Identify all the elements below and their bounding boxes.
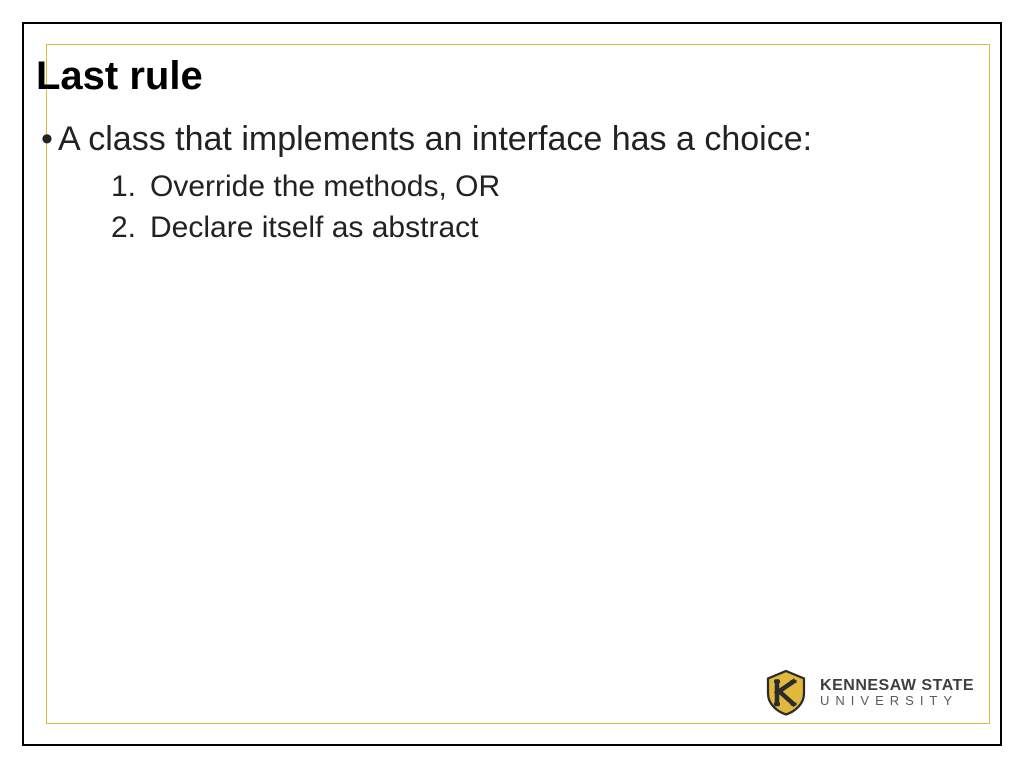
logo-primary-text: KENNESAW STATE — [820, 678, 974, 694]
slide: Last rule •A class that implements an in… — [0, 0, 1024, 768]
bullet-item: •A class that implements an interface ha… — [36, 118, 966, 161]
ksu-badge-icon — [762, 668, 810, 716]
numbered-item: 1. Override the methods, OR — [98, 167, 966, 206]
logo-text: KENNESAW STATE UNIVERSITY — [820, 678, 974, 707]
bullet-text: A class that implements an interface has… — [58, 118, 966, 161]
slide-content: •A class that implements an interface ha… — [36, 118, 966, 249]
slide-title: Last rule — [36, 54, 203, 99]
numbered-item: 2. Declare itself as abstract — [98, 208, 966, 247]
numbered-text: Override the methods, OR — [150, 167, 966, 206]
bullet-marker: • — [36, 118, 58, 161]
numbered-text: Declare itself as abstract — [150, 208, 966, 247]
logo-secondary-text: UNIVERSITY — [820, 694, 974, 707]
numbered-marker: 2. — [98, 208, 136, 247]
university-logo: KENNESAW STATE UNIVERSITY — [762, 668, 974, 716]
numbered-marker: 1. — [98, 167, 136, 206]
